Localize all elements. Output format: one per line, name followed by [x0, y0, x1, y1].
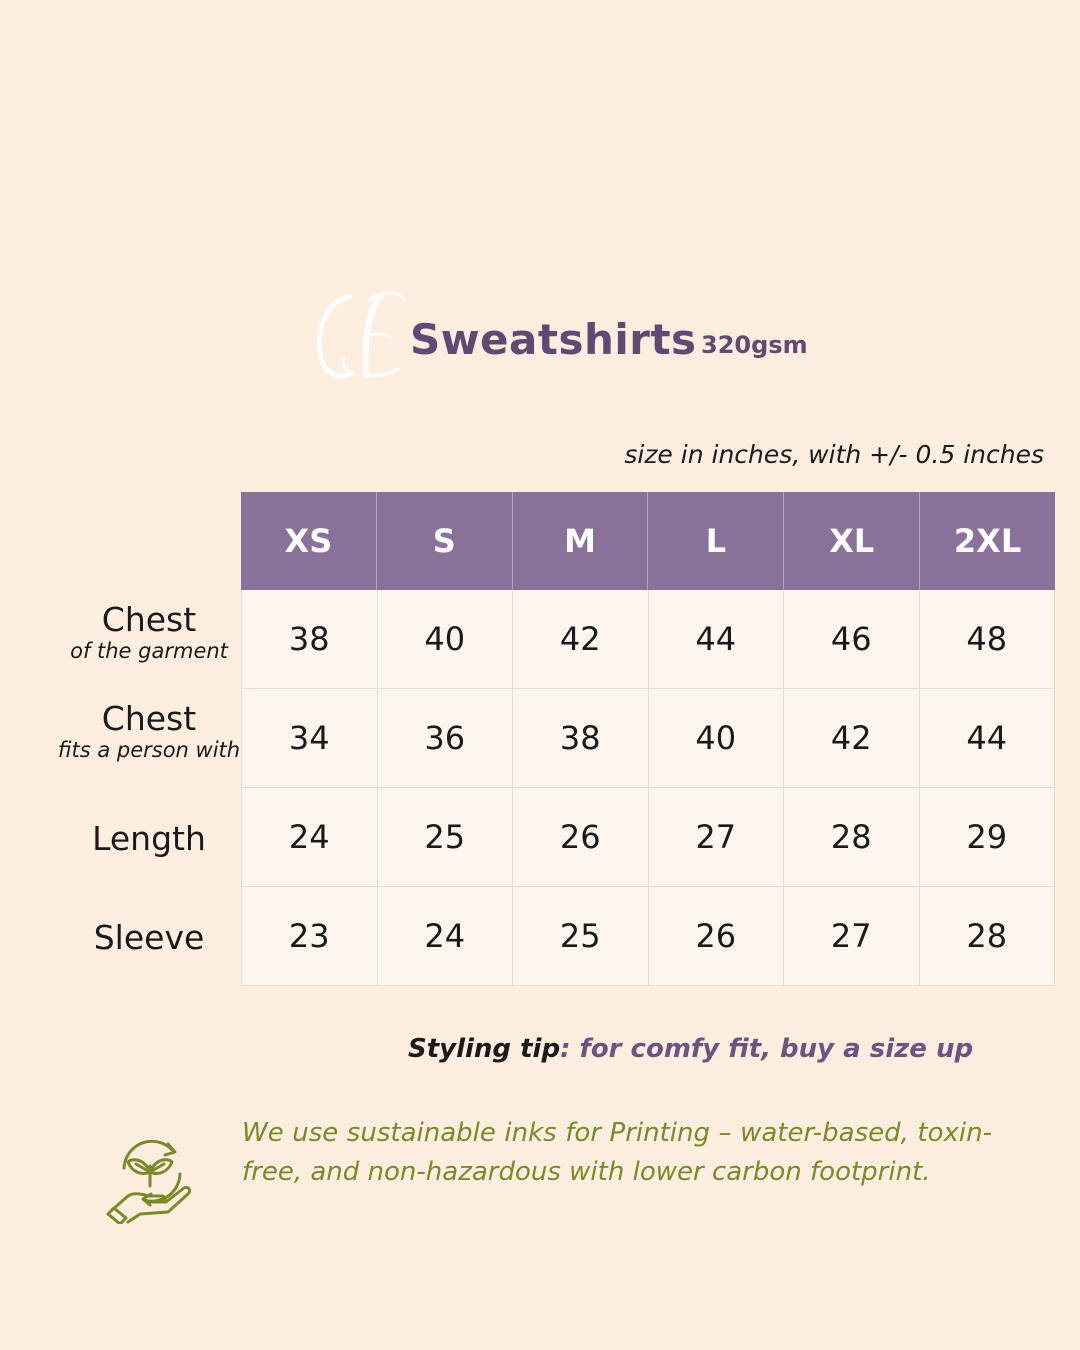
sustainability-note: We use sustainable inks for Printing – w… — [242, 1118, 992, 1187]
row-label-chest-garment: Chest of the garment — [20, 602, 278, 664]
table-cell: 40 — [648, 689, 784, 787]
size-header-xs: XS — [241, 492, 377, 590]
table-cell: 40 — [377, 590, 513, 688]
table-cell: 25 — [377, 788, 513, 886]
row-label-length: Length — [20, 821, 278, 857]
fabric-weight: 320gsm — [701, 331, 808, 359]
size-chart-table: XS S M L XL 2XL 38 40 42 44 46 48 34 36 … — [241, 492, 1055, 986]
table-row: 23 24 25 26 27 28 — [241, 887, 1055, 986]
table-row: 34 36 38 40 42 44 — [241, 689, 1055, 788]
header: Sweatshirts 320gsm — [0, 285, 1080, 395]
table-header: XS S M L XL 2XL — [241, 492, 1055, 590]
table-cell: 25 — [513, 887, 649, 985]
row-label-chest-person: Chest fits a person with — [20, 701, 278, 763]
table-cell: 38 — [241, 590, 378, 688]
row-label-main: Length — [92, 819, 206, 858]
table-cell: 29 — [919, 788, 1055, 886]
styling-tip-text: : for comfy fit, buy a size up — [560, 1034, 974, 1064]
row-label-main: Chest — [101, 699, 197, 738]
row-label-main: Chest — [101, 600, 197, 639]
page-title: Sweatshirts — [410, 315, 697, 364]
table-cell: 46 — [784, 590, 920, 688]
size-header-s: S — [377, 492, 513, 590]
size-header-xl: XL — [784, 492, 921, 590]
table-cell: 24 — [241, 788, 378, 886]
table-cell: 42 — [784, 689, 920, 787]
table-row: 24 25 26 27 28 29 — [241, 788, 1055, 887]
table-cell: 27 — [784, 887, 920, 985]
table-cell: 44 — [919, 689, 1055, 787]
table-cell: 44 — [648, 590, 784, 688]
styling-tip: Styling tip: for comfy fit, buy a size u… — [408, 1034, 973, 1064]
table-cell: 48 — [919, 590, 1055, 688]
table-cell: 28 — [919, 887, 1055, 985]
row-label-sub: fits a person with — [57, 738, 241, 762]
table-row: 38 40 42 44 46 48 — [241, 590, 1055, 689]
table-cell: 26 — [648, 887, 784, 985]
row-label-main: Sleeve — [93, 918, 205, 957]
row-label-sleeve: Sleeve — [20, 920, 278, 956]
size-header-2xl: 2XL — [953, 522, 1022, 560]
styling-tip-label: Styling tip — [408, 1034, 561, 1064]
row-label-sub: of the garment — [70, 639, 228, 663]
brand-logo — [316, 291, 406, 379]
table-cell: 38 — [513, 689, 649, 787]
size-note: size in inches, with +/- 0.5 inches — [624, 440, 1044, 469]
table-cell: 23 — [241, 887, 378, 985]
table-cell: 28 — [784, 788, 920, 886]
table-cell: 27 — [648, 788, 784, 886]
table-cell: 34 — [241, 689, 378, 787]
table-cell: 42 — [513, 590, 649, 688]
table-cell: 24 — [377, 887, 513, 985]
table-cell: 26 — [513, 788, 649, 886]
hand-leaf-recycle-icon — [106, 1139, 192, 1224]
size-header-l: L — [648, 492, 785, 590]
size-header-m: M — [513, 492, 649, 590]
table-cell: 36 — [377, 689, 513, 787]
